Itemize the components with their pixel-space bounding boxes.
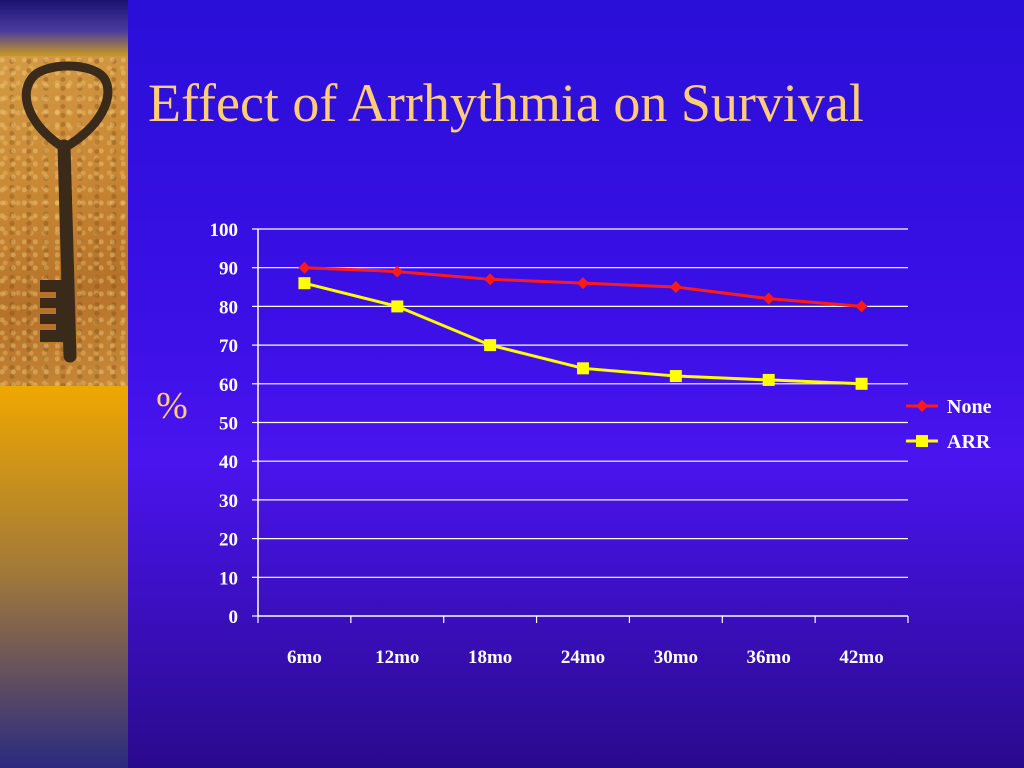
y-tick-label: 90 [219,259,238,280]
legend-entry-none: None [906,396,992,418]
y-tick-label: 20 [219,530,238,551]
tick-labels: 0 10 20 30 40 50 60 70 80 90 100 6mo 12mo 18mo 24mo 30m… [210,220,884,668]
grid-lines [258,228,908,578]
x-tick-label: 30mo [654,647,698,668]
chart-legend: None ARR [906,396,992,453]
chart-axes [252,228,909,623]
y-tick-label: 30 [219,491,238,512]
data-point [484,273,497,286]
sidebar-top-band [0,0,128,56]
data-point [577,277,589,290]
slide-title: Effect of Arrhythmia on Survival [148,73,864,133]
y-tick-label: 0 [229,607,239,628]
x-tick-label: 18mo [468,647,512,668]
y-tick-label: 10 [219,568,238,589]
y-tick-label: 70 [219,336,238,357]
data-point [669,281,682,294]
data-series [298,261,868,390]
x-tick-label: 36mo [747,647,791,668]
data-point [298,277,311,290]
data-point [391,265,404,278]
data-point [298,261,311,274]
legend-entry-arr: ARR [906,431,991,453]
y-axis-label: % [156,385,188,427]
key-photo [0,56,128,386]
y-tick-label: 60 [219,375,238,396]
data-point [762,292,775,305]
data-point [669,370,682,383]
x-tick-label: 12mo [375,647,419,668]
data-point [484,339,497,352]
y-tick-label: 50 [219,414,238,435]
x-tick-label: 42mo [839,647,883,668]
legend-label: ARR [947,431,991,453]
legend-marker [916,400,928,412]
legend-label: None [947,396,992,418]
old-key-icon [21,61,113,363]
data-point [855,377,868,390]
y-tick-label: 80 [219,297,238,318]
data-point [577,362,589,375]
series-none [298,261,868,313]
y-tick-label: 40 [219,452,238,473]
x-tick-label: 6mo [287,647,322,668]
x-tick-label: 24mo [561,647,605,668]
data-point [762,373,775,386]
data-point [391,300,404,313]
y-tick-label: 100 [210,220,239,241]
series-arr [298,277,868,390]
legend-marker [916,435,928,447]
data-point [855,300,868,313]
